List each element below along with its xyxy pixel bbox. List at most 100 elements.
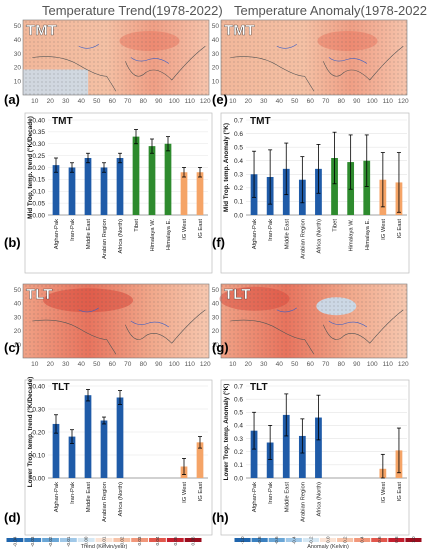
y-tick-label: 0.3 [234, 172, 243, 179]
map-lon-tick: 60 [307, 361, 315, 368]
map-lon-tick: 30 [260, 361, 268, 368]
map-lat-tick: 20 [14, 65, 22, 72]
map-lat-tick: 30 [212, 51, 220, 58]
x-tick-label: Himalaya E. [166, 219, 172, 251]
map-lon-tick: 120 [398, 361, 409, 368]
colorbar-tick: 0.04 [155, 536, 160, 545]
map-lon-tick: 20 [245, 361, 253, 368]
map-lon-tick: 90 [155, 361, 163, 368]
x-tick-label: Tibet [333, 219, 339, 232]
y-tick-label: 0.35 [32, 129, 45, 136]
colorbar-tick: 0.4 [360, 536, 365, 543]
panel-letter: (b) [4, 235, 21, 250]
map-frame [22, 283, 210, 359]
colorbar-tick: -0.01 [66, 536, 71, 547]
colorbar-swatch [405, 538, 422, 542]
colorbar-tick: 0.03 [137, 536, 142, 545]
map-lat-tick: 50 [14, 23, 22, 30]
x-tick-label: Middle East [284, 219, 290, 250]
y-tick-label: 0.5 [234, 144, 243, 151]
y-axis-label: Lower Trop. temp. trend (°K/Decade) [26, 377, 34, 488]
map-lon-tick: 70 [124, 98, 132, 105]
y-tick-label: 0.20 [32, 429, 45, 436]
y-tick-label: 0.2 [234, 449, 243, 456]
map-lon-tick: 30 [260, 98, 268, 105]
map-lon-tick: 80 [140, 98, 148, 105]
colorbar-tick: -0.6 [274, 536, 279, 544]
map-coastline [230, 309, 404, 355]
map-significance-dots [221, 20, 407, 95]
map-panel-c: TLT 10 20 30 40 50 10 20 30 40 50 60 70 80 90 100 110 120 [14, 283, 211, 368]
colorbar-swatch [184, 538, 202, 542]
x-tick-label: Africa (North) [316, 482, 322, 517]
bar [68, 167, 76, 215]
map-lon-tick: 110 [383, 361, 394, 368]
map-lat-tick: 20 [14, 328, 22, 335]
colorbar-tick: 0.02 [119, 536, 124, 545]
map-lat-tick: 20 [212, 65, 220, 72]
map-lon-tick: 80 [338, 361, 346, 368]
chart-title: TMT [250, 116, 271, 127]
colorbar-label: Trend (Kelvin/year) [81, 544, 128, 550]
map-lon-tick: 40 [78, 361, 86, 368]
map-lon-tick: 120 [200, 361, 211, 368]
map-panel-e: TMT 10 20 30 40 50 10 20 30 40 50 60 70 80 90 100 110 120 [212, 19, 409, 105]
y-axis-label: Mid Trop. temp. Anomaly (°K) [222, 123, 230, 212]
bar [68, 436, 76, 478]
map-frame [220, 19, 408, 96]
y-tick-label: 0.30 [32, 406, 45, 413]
chart-title: TMT [52, 116, 73, 127]
y-tick-label: 0.15 [32, 177, 45, 184]
map-lon-tick: 50 [291, 98, 299, 105]
x-tick-label: IG West [182, 482, 188, 503]
map-lon-tick: 70 [124, 361, 132, 368]
map-lon-tick: 120 [398, 98, 409, 105]
map-lon-tick: 20 [47, 98, 55, 105]
map-lat-tick: 40 [212, 301, 220, 308]
x-tick-label: IG East [397, 219, 403, 239]
colorbar-tick: 0.6 [377, 536, 382, 543]
x-tick-label: Afghan-Pak [54, 219, 60, 249]
map-lon-tick: 70 [322, 98, 330, 105]
panel-letter: (a) [4, 92, 20, 107]
bar-chart-f: 0.0 0.1 0.2 0.3 0.4 0.5 0.6 0.7 TMT Mid Trop. tem… [220, 112, 410, 274]
map-coastline [32, 46, 206, 92]
y-tick-label: 0.6 [234, 396, 243, 403]
bar [100, 167, 108, 215]
map-lon-tick: 20 [245, 98, 253, 105]
bar [116, 158, 124, 215]
colorbar-tick: -0.04 [12, 536, 17, 547]
map-lon-tick: 60 [307, 98, 315, 105]
map-lon-tick: 50 [93, 98, 101, 105]
map-lon-tick: 50 [291, 361, 299, 368]
map-coastline [230, 46, 404, 92]
x-tick-label: IG West [182, 219, 188, 240]
colorbar-swatch [42, 538, 59, 542]
y-tick-label: 0.0 [234, 475, 243, 482]
colorbar-swatch [388, 538, 405, 542]
colorbar-tick: 0.05 [173, 536, 178, 545]
map-lat-tick: 30 [14, 314, 22, 321]
colorbar-tick: 1.0 [411, 536, 416, 543]
bar [315, 417, 322, 478]
colorbar-swatch [268, 538, 285, 542]
colorbar-left: -0.04 -0.03 -0.02 -0.01 0.00 0.01 0.02 0.03 0.04… [6, 536, 202, 550]
colorbar-swatch [24, 538, 42, 542]
colorbar-swatch [354, 538, 371, 542]
map-lon-tick: 40 [276, 361, 284, 368]
colorbar-label: Anomaly (Kelvin) [307, 544, 349, 550]
map-lon-tick: 20 [47, 361, 55, 368]
map-lon-tick: 60 [109, 361, 117, 368]
y-tick-label: 0.0 [234, 212, 243, 219]
y-tick-label: 0.1 [234, 462, 243, 469]
bar [282, 414, 290, 478]
panel-letter: (c) [4, 340, 20, 355]
colorbar-tick: 0.01 [102, 536, 107, 545]
bar [52, 423, 60, 478]
colorbar-tick: -0.03 [30, 536, 35, 547]
map-frame [220, 283, 408, 359]
colorbar-swatch [59, 538, 77, 542]
chart-title: TLT [250, 382, 268, 393]
map-significance-dots [23, 20, 209, 95]
